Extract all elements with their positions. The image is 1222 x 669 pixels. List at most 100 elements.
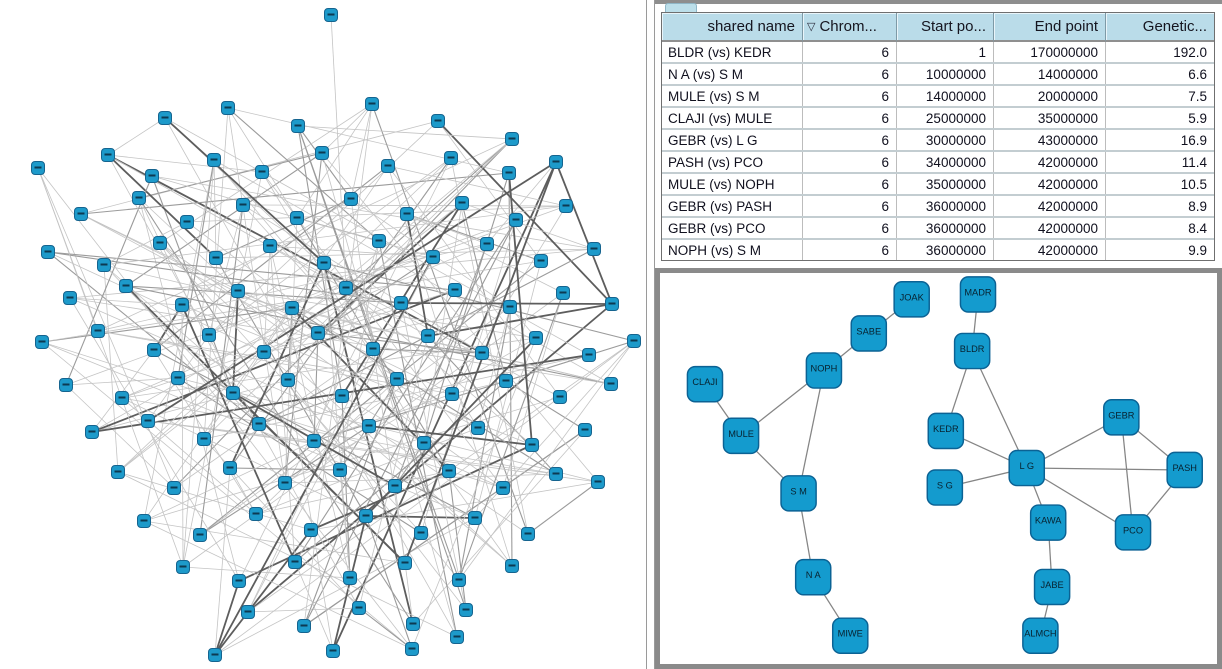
- node-label-smudge: [552, 160, 560, 163]
- network-node[interactable]: [953, 332, 991, 370]
- column-header-end-point[interactable]: End point: [993, 13, 1105, 42]
- network-edge: [208, 204, 244, 336]
- network-node[interactable]: [927, 412, 965, 450]
- table-cell: 14000000: [993, 64, 1105, 84]
- network-node[interactable]: [1103, 399, 1140, 436]
- network-edge: [412, 429, 586, 625]
- network-edge: [125, 285, 612, 385]
- network-node[interactable]: [1033, 568, 1071, 606]
- table-panel-tab[interactable]: [665, 3, 697, 12]
- network-edge: [368, 425, 529, 535]
- network-edge: [65, 384, 175, 489]
- network-edge: [47, 251, 456, 291]
- table-cell: 42000000: [993, 196, 1105, 216]
- table-header-row: shared name ▽ Chrom... Start po... End p…: [662, 13, 1214, 42]
- node-label-smudge: [88, 430, 96, 433]
- table-row[interactable]: N A (vs) S M 6 10000000 14000000 6.6: [662, 64, 1214, 86]
- table-row[interactable]: NOPH (vs) S M 6 36000000 42000000 9.9: [662, 240, 1214, 260]
- network-edge: [406, 213, 564, 294]
- network-edge: [527, 481, 599, 535]
- network-edge: [103, 205, 567, 266]
- network-edge: [317, 332, 483, 354]
- network-edge: [255, 470, 450, 515]
- node-label-smudge: [34, 166, 42, 169]
- network-node[interactable]: [1022, 617, 1059, 655]
- network-edge: [138, 197, 239, 292]
- network-node[interactable]: [1029, 504, 1067, 541]
- node-label-smudge: [408, 647, 416, 650]
- node-label-smudge: [559, 291, 567, 294]
- panel-divider[interactable]: [646, 0, 655, 669]
- overview-network-canvas[interactable]: [0, 0, 646, 669]
- column-header-shared-name[interactable]: shared name: [662, 13, 802, 42]
- network-edge: [255, 427, 479, 515]
- network-node[interactable]: [893, 281, 930, 318]
- network-edge: [559, 340, 635, 398]
- network-node[interactable]: [1114, 514, 1152, 551]
- table-cell: 10.5: [1105, 174, 1214, 194]
- network-edge: [255, 378, 398, 515]
- network-node[interactable]: [780, 475, 817, 512]
- table-cell: 34000000: [896, 152, 993, 172]
- network-node[interactable]: [831, 617, 869, 655]
- network-node[interactable]: [850, 315, 888, 352]
- table-cell: 35000000: [993, 108, 1105, 128]
- network-overview-panel[interactable]: [0, 0, 646, 669]
- node-label-smudge: [258, 170, 266, 173]
- node-label-smudge: [252, 512, 260, 515]
- node-label-smudge: [474, 426, 482, 429]
- table-cell: 5.9: [1105, 108, 1214, 128]
- node-label-smudge: [300, 624, 308, 627]
- table-row[interactable]: GEBR (vs) PASH 6 36000000 42000000 8.9: [662, 196, 1214, 218]
- network-detail-panel[interactable]: JOAK MADR SABE BLDR NOPH CLAJI GEBR KEDR MULE L G…: [655, 268, 1222, 669]
- table-cell: 14000000: [896, 86, 993, 106]
- network-edge: [138, 152, 323, 199]
- table-cell: 42000000: [993, 218, 1105, 238]
- network-node[interactable]: [1166, 451, 1203, 489]
- network-node[interactable]: [959, 276, 997, 313]
- network-edge: [138, 197, 414, 625]
- network-edge: [477, 306, 511, 429]
- network-node[interactable]: [794, 558, 832, 596]
- filter-icon[interactable]: ▽: [807, 21, 816, 33]
- table-cell: 6: [802, 196, 896, 216]
- node-label-smudge: [347, 197, 355, 200]
- table-row[interactable]: MULE (vs) NOPH 6 35000000 42000000 10.5: [662, 174, 1214, 196]
- network-edge: [173, 138, 513, 489]
- network-edge: [287, 379, 334, 652]
- network-edge: [69, 248, 595, 299]
- node-label-smudge: [384, 164, 392, 167]
- table-row[interactable]: PASH (vs) PCO 6 34000000 42000000 11.4: [662, 152, 1214, 174]
- table-row[interactable]: BLDR (vs) KEDR 6 1 170000000 192.0: [662, 42, 1214, 64]
- network-edge: [121, 397, 367, 517]
- network-edge: [411, 337, 537, 650]
- network-node[interactable]: [686, 365, 724, 403]
- node-label-smudge: [38, 340, 46, 343]
- table-cell: 42000000: [993, 240, 1105, 260]
- node-label-smudge: [329, 649, 337, 652]
- table-cell: 36000000: [896, 196, 993, 216]
- network-edge: [143, 440, 315, 522]
- network-node[interactable]: [926, 469, 964, 506]
- network-edge: [227, 107, 510, 174]
- network-edge: [303, 378, 398, 627]
- network-node[interactable]: [805, 352, 843, 389]
- network-node[interactable]: [1008, 449, 1046, 487]
- node-label-smudge: [478, 351, 486, 354]
- column-header-start-position[interactable]: Start po...: [896, 13, 993, 42]
- table-row[interactable]: GEBR (vs) L G 6 30000000 43000000 16.9: [662, 130, 1214, 152]
- network-edge: [297, 125, 513, 140]
- column-header-genetic[interactable]: Genetic...: [1105, 13, 1214, 42]
- node-label-smudge: [314, 331, 322, 334]
- node-label-smudge: [210, 158, 218, 161]
- table-row[interactable]: CLAJI (vs) MULE 6 25000000 35000000 5.9: [662, 108, 1214, 130]
- table-row[interactable]: MULE (vs) S M 6 14000000 20000000 7.5: [662, 86, 1214, 108]
- network-edge: [303, 219, 517, 627]
- column-header-chromosome[interactable]: ▽ Chrom...: [802, 13, 896, 42]
- table-cell: MULE (vs) NOPH: [662, 174, 802, 194]
- network-node[interactable]: [722, 417, 760, 455]
- node-label-smudge: [471, 516, 479, 519]
- table-row[interactable]: GEBR (vs) PCO 6 36000000 42000000 8.4: [662, 218, 1214, 240]
- network-edge: [97, 138, 513, 332]
